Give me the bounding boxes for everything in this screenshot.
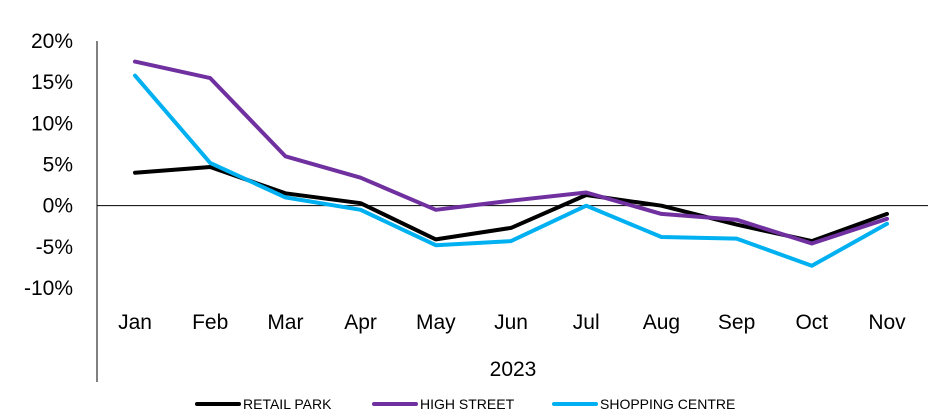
x-tick-label: May: [416, 311, 456, 334]
y-tick-label: 0%: [43, 195, 73, 218]
legend-label: SHOPPING CENTRE: [600, 396, 735, 412]
x-tick-label: Apr: [344, 311, 377, 334]
x-tick-label: Sep: [718, 311, 755, 334]
legend-label: HIGH STREET: [420, 396, 515, 412]
y-tick-label: 20%: [31, 30, 73, 53]
series-lines: [133, 59, 889, 268]
x-tick-label: Oct: [795, 311, 828, 334]
x-tick-label: Feb: [192, 311, 228, 334]
x-tick-label: Jan: [118, 311, 152, 334]
x-tick-label: Mar: [267, 311, 303, 334]
x-axis: Jan Feb Mar Apr May Jun Jul Aug Sep Oct Nov: [97, 205, 928, 334]
series-line-high-street: [133, 59, 889, 246]
y-tick-label: 15%: [31, 71, 73, 94]
y-tick-label: 5%: [43, 154, 73, 177]
x-tick-label: Nov: [868, 311, 906, 334]
x-tick-label: Jun: [494, 311, 528, 334]
x-axis-group-label: 2023: [490, 358, 537, 381]
y-axis: 20% 15% 10% 5% 0% -5% -10%: [24, 30, 98, 382]
y-tick-label: -10%: [24, 277, 73, 300]
legend-label: RETAIL PARK: [243, 396, 332, 412]
x-tick-label: Jul: [573, 311, 600, 334]
x-tick-label: Aug: [643, 311, 680, 334]
y-tick-label: -5%: [36, 236, 73, 259]
y-tick-label: 10%: [31, 112, 73, 135]
series-line-shopping-centre: [133, 73, 889, 268]
legend: RETAIL PARK HIGH STREET SHOPPING CENTRE: [195, 396, 735, 412]
